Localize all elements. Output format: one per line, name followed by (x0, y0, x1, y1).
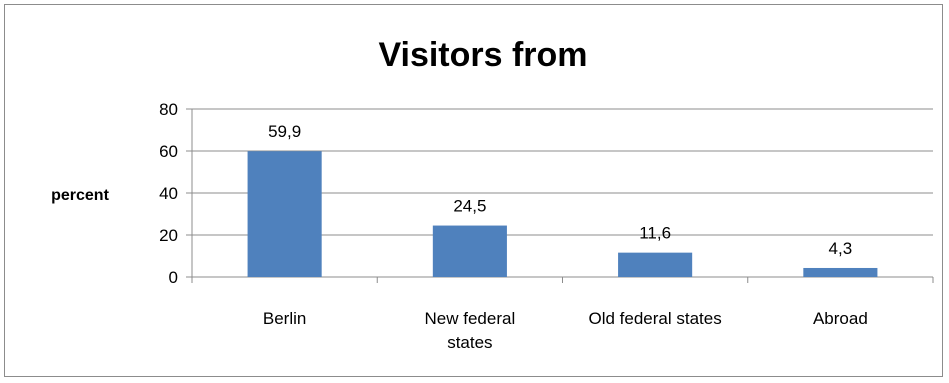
category-label: Old federal states (589, 309, 722, 328)
chart-title: Visitors from (378, 36, 587, 74)
data-label: 59,9 (268, 122, 301, 141)
category-label: Berlin (263, 309, 306, 328)
data-label: 11,6 (639, 224, 671, 243)
bars (247, 151, 878, 277)
chart-frame (4, 4, 943, 377)
data-labels: 59,9 24,5 11,6 4,3 (268, 122, 852, 258)
data-label: 4,3 (829, 239, 853, 258)
category-labels: Berlin New federal states Old federal state… (263, 309, 868, 352)
y-tick-label: 80 (159, 100, 178, 119)
bar (803, 267, 878, 277)
bar (432, 225, 507, 277)
data-label: 24,5 (453, 197, 486, 216)
y-tick-label: 20 (159, 226, 178, 245)
y-tick-labels: 0 20 40 60 80 (159, 100, 178, 287)
y-tick-label: 0 (169, 268, 178, 287)
category-label: New federal states (425, 309, 516, 352)
y-tick-label: 60 (159, 142, 178, 161)
bar (618, 252, 693, 277)
category-label: Abroad (813, 309, 868, 328)
y-axis-label: percent (51, 187, 109, 204)
bar (247, 151, 322, 277)
y-tick-label: 40 (159, 184, 178, 203)
